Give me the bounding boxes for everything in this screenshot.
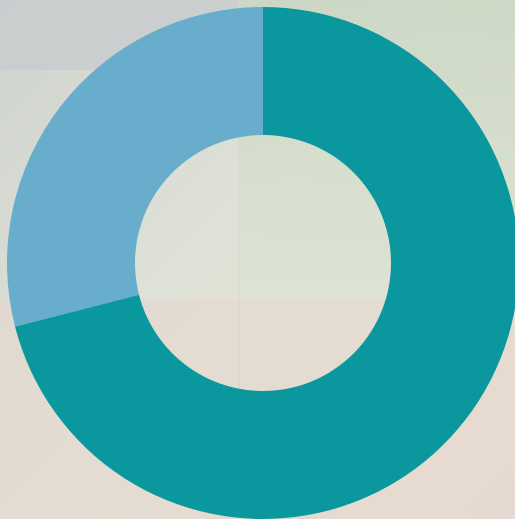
- donut-segment: [15, 7, 515, 519]
- donut-segment: [6, 7, 263, 327]
